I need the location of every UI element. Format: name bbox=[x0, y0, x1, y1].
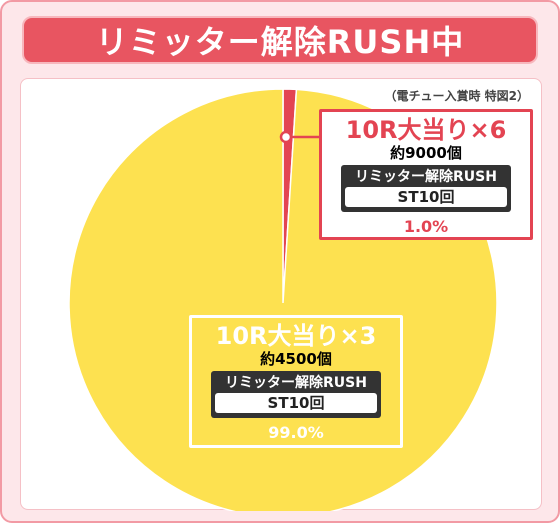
minor-rush-box: リミッター解除RUSH ST10回 bbox=[341, 165, 511, 212]
major-slice-label: 10R大当り×3 約4500個 リミッター解除RUSH ST10回 99.0% bbox=[189, 315, 403, 448]
minor-rush-label: リミッター解除RUSH bbox=[355, 169, 497, 185]
major-rush-label: リミッター解除RUSH bbox=[225, 375, 367, 391]
chart-title: リミッター解除RUSH中 bbox=[95, 23, 465, 61]
chart-panel: （電チュー入賞時 特図2） 10R大当り×6 約9000個 リミッター解除RUS… bbox=[20, 78, 542, 511]
minor-slice-title: 10R大当り×6 bbox=[345, 116, 507, 144]
major-st-label: ST10回 bbox=[215, 393, 377, 413]
minor-slice-payout: 約9000個 bbox=[390, 144, 462, 162]
major-slice-title: 10R大当り×3 bbox=[215, 322, 377, 350]
major-slice-percent: 99.0% bbox=[268, 423, 324, 442]
minor-slice-marker bbox=[279, 130, 293, 144]
condition-note: （電チュー入賞時 特図2） bbox=[384, 89, 529, 103]
minor-slice-percent: 1.0% bbox=[403, 217, 449, 236]
title-bar: リミッター解除RUSH中 bbox=[22, 16, 538, 64]
major-slice-payout: 約4500個 bbox=[260, 350, 332, 368]
minor-st-label: ST10回 bbox=[345, 187, 507, 207]
major-rush-box: リミッター解除RUSH ST10回 bbox=[211, 371, 381, 418]
minor-slice-label: 10R大当り×6 約9000個 リミッター解除RUSH ST10回 1.0% bbox=[319, 109, 533, 240]
